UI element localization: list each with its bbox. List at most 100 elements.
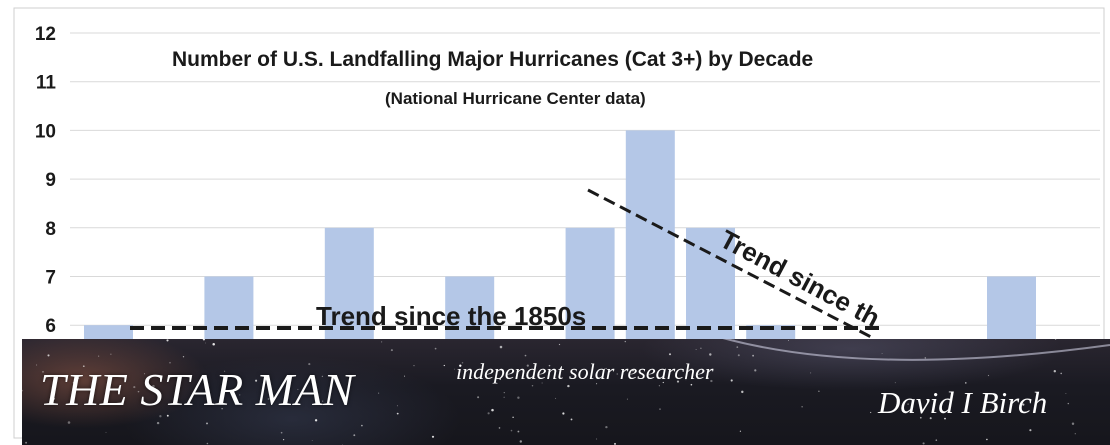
- star: [52, 397, 56, 400]
- star: [308, 363, 311, 366]
- star: [707, 377, 709, 379]
- star: [512, 416, 514, 418]
- star: [517, 430, 520, 433]
- star: [42, 370, 44, 373]
- star: [137, 390, 140, 393]
- star: [404, 375, 406, 377]
- star: [801, 406, 803, 408]
- star: [353, 434, 356, 437]
- star: [169, 361, 171, 364]
- star: [596, 438, 598, 440]
- star: [730, 379, 733, 382]
- star: [503, 396, 505, 398]
- star: [76, 375, 79, 378]
- chart-title: Number of U.S. Landfalling Major Hurrica…: [172, 48, 813, 71]
- star: [894, 382, 896, 384]
- star: [907, 403, 909, 405]
- trend-label-recent: Trend since th: [715, 224, 885, 333]
- star: [378, 392, 380, 394]
- star: [1060, 372, 1062, 375]
- star: [110, 353, 112, 355]
- star: [224, 370, 226, 372]
- star: [676, 380, 680, 383]
- star: [870, 411, 872, 414]
- star: [390, 349, 393, 352]
- star: [498, 427, 501, 429]
- star: [548, 364, 551, 367]
- star: [605, 425, 608, 429]
- star: [239, 394, 241, 396]
- star: [924, 357, 927, 359]
- planet-arc: [722, 339, 1110, 361]
- star: [754, 369, 757, 372]
- star: [348, 378, 352, 382]
- star: [531, 384, 534, 387]
- star: [321, 375, 324, 378]
- star: [510, 429, 513, 432]
- star: [668, 353, 672, 356]
- star: [596, 383, 598, 385]
- star: [741, 390, 744, 394]
- star: [919, 416, 922, 419]
- star: [91, 376, 93, 378]
- star: [285, 393, 288, 396]
- star: [787, 339, 790, 342]
- star: [616, 373, 618, 375]
- star: [105, 431, 107, 433]
- star: [491, 408, 494, 412]
- star: [314, 419, 318, 422]
- star: [413, 364, 415, 367]
- star: [166, 339, 169, 342]
- star: [695, 349, 697, 350]
- star: [311, 439, 313, 441]
- star: [524, 354, 527, 357]
- star: [221, 408, 223, 410]
- star: [267, 398, 270, 400]
- star: [994, 398, 996, 400]
- star: [361, 424, 363, 427]
- star: [202, 339, 206, 341]
- star: [986, 438, 988, 441]
- star: [1029, 429, 1032, 432]
- star: [144, 373, 146, 375]
- star: [396, 412, 399, 415]
- star: [431, 435, 435, 438]
- star: [605, 367, 607, 370]
- star: [205, 342, 206, 344]
- star: [67, 421, 71, 424]
- star: [443, 364, 445, 367]
- star: [461, 361, 464, 364]
- star: [503, 392, 505, 394]
- y-tick-label: 12: [35, 24, 56, 45]
- star: [685, 379, 687, 381]
- star: [935, 439, 938, 441]
- star: [159, 415, 162, 418]
- star: [1054, 339, 1057, 340]
- star: [182, 356, 185, 358]
- star: [280, 431, 283, 434]
- star: [396, 405, 398, 407]
- star: [47, 354, 50, 357]
- star: [987, 374, 990, 377]
- starfield-background: [22, 339, 1110, 445]
- star: [98, 355, 100, 357]
- star: [624, 340, 626, 343]
- star: [1053, 370, 1056, 373]
- banner-author: David I Birch: [878, 385, 1048, 420]
- star: [965, 382, 967, 384]
- star: [700, 347, 702, 349]
- star: [662, 381, 664, 384]
- star: [752, 354, 754, 357]
- star: [519, 440, 522, 443]
- star: [626, 398, 628, 400]
- star: [255, 379, 258, 382]
- star: [381, 341, 383, 343]
- star: [499, 378, 502, 380]
- y-tick-label: 7: [45, 268, 56, 289]
- star: [297, 388, 299, 390]
- star: [567, 384, 570, 388]
- banner-title: THE STAR MAN: [40, 364, 355, 415]
- star: [690, 383, 693, 386]
- star: [477, 396, 480, 399]
